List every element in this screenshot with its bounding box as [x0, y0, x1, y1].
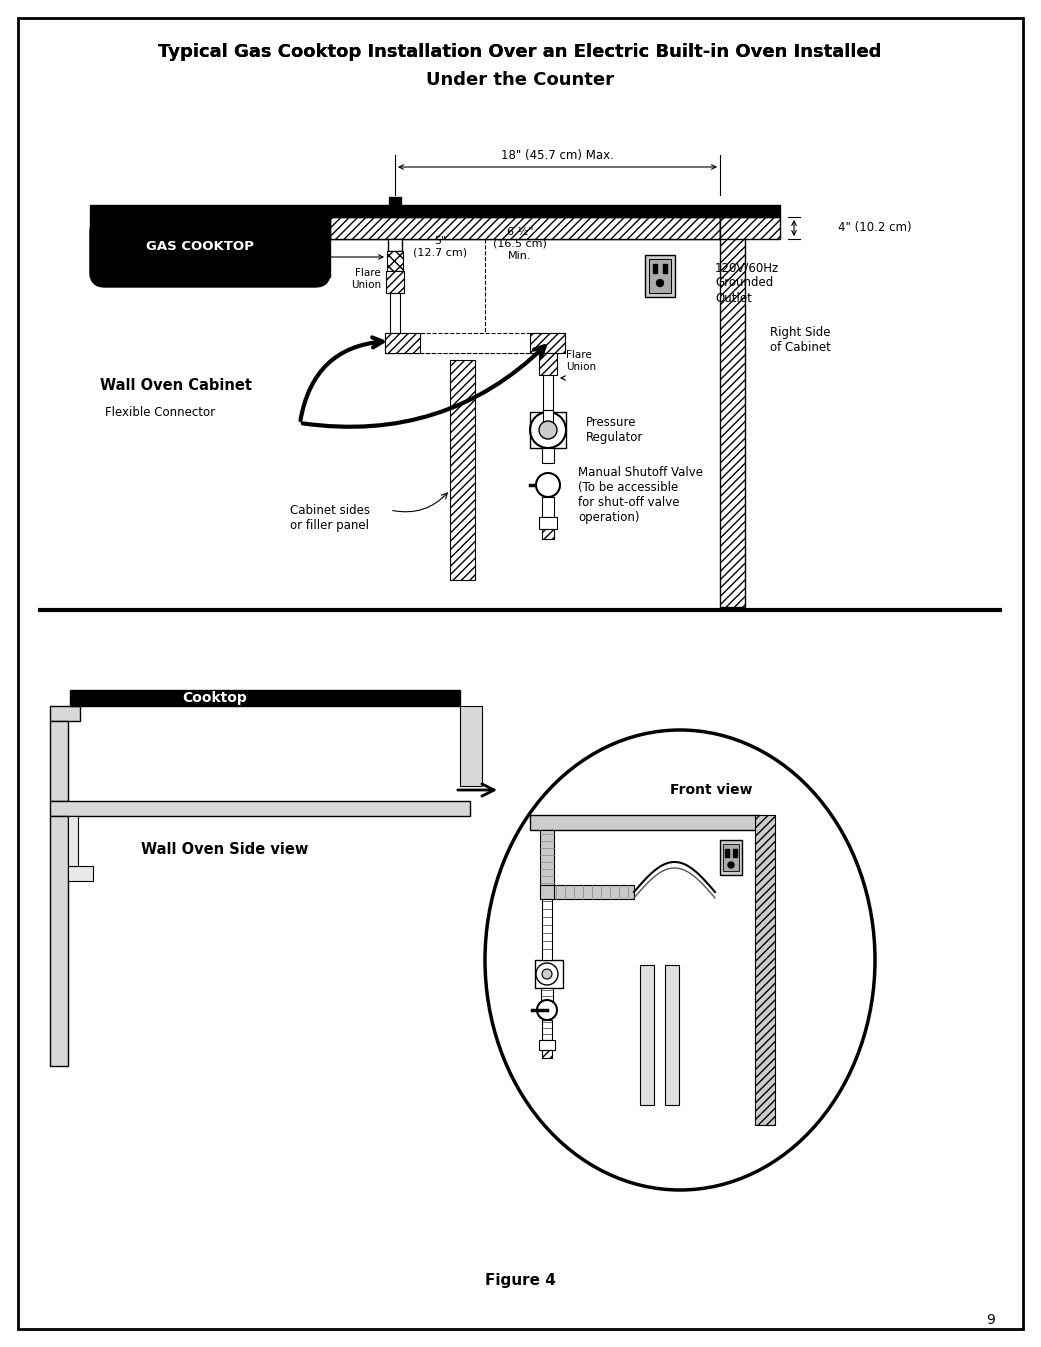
Text: Cabinet sides
or filler panel: Cabinet sides or filler panel: [290, 504, 370, 532]
Bar: [665, 964, 679, 1105]
Bar: [530, 815, 760, 830]
Bar: [50, 721, 68, 801]
Bar: [725, 849, 729, 857]
Bar: [70, 690, 460, 706]
Text: Manual Shutoff Valve
(To be accessible
for shut-off valve
operation): Manual Shutoff Valve (To be accessible f…: [578, 466, 703, 524]
Bar: [542, 449, 554, 463]
Bar: [540, 885, 560, 898]
Bar: [539, 353, 557, 374]
Bar: [542, 1020, 552, 1040]
Bar: [90, 217, 330, 277]
Bar: [720, 217, 780, 238]
Bar: [640, 964, 654, 1105]
Text: 18" (45.7 cm) Max.: 18" (45.7 cm) Max.: [501, 148, 613, 162]
Circle shape: [537, 999, 557, 1020]
Text: Typical Gas Cooktop Installation Over an Electric Built-in Oven Installed: Typical Gas Cooktop Installation Over an…: [158, 43, 882, 61]
Bar: [720, 841, 742, 876]
Bar: [539, 1040, 555, 1051]
Text: 6 ½"
(16.5 cm)
Min.: 6 ½" (16.5 cm) Min.: [493, 228, 547, 260]
Bar: [653, 264, 657, 273]
Bar: [68, 866, 93, 881]
Text: Under the Counter: Under the Counter: [426, 71, 614, 89]
Bar: [386, 271, 404, 294]
Text: Right Side
of Cabinet: Right Side of Cabinet: [769, 326, 831, 354]
Bar: [733, 849, 737, 857]
Bar: [385, 333, 565, 353]
Bar: [542, 529, 554, 539]
Bar: [460, 706, 482, 787]
Text: Flare
Union: Flare Union: [566, 350, 596, 372]
Bar: [663, 264, 667, 273]
Ellipse shape: [485, 730, 875, 1189]
Bar: [50, 801, 469, 816]
Bar: [542, 497, 554, 517]
Bar: [541, 987, 553, 1010]
Bar: [385, 333, 420, 353]
Bar: [50, 706, 80, 721]
Polygon shape: [389, 197, 401, 205]
Bar: [330, 217, 720, 238]
Text: Wall Oven Cabinet: Wall Oven Cabinet: [100, 377, 252, 392]
Bar: [542, 1051, 552, 1057]
Bar: [645, 255, 675, 296]
Bar: [387, 251, 403, 271]
Bar: [720, 217, 745, 607]
Circle shape: [536, 963, 558, 985]
Text: Front view: Front view: [670, 783, 753, 797]
Bar: [530, 333, 565, 353]
Bar: [539, 517, 557, 529]
Bar: [50, 816, 68, 1065]
Circle shape: [728, 862, 734, 867]
Bar: [388, 238, 402, 251]
Text: 9: 9: [986, 1313, 995, 1327]
Text: 4" (10.2 cm): 4" (10.2 cm): [838, 221, 912, 234]
Text: Cooktop: Cooktop: [182, 691, 248, 704]
Circle shape: [530, 412, 566, 449]
Bar: [68, 816, 78, 866]
Text: Pressure
Regulator: Pressure Regulator: [586, 416, 643, 445]
Bar: [535, 960, 563, 987]
Bar: [390, 294, 400, 333]
Bar: [389, 197, 401, 205]
Text: Flare
Union: Flare Union: [351, 268, 381, 290]
Bar: [542, 898, 552, 960]
Text: Flexible Connector: Flexible Connector: [105, 407, 215, 419]
Text: GAS COOKTOP: GAS COOKTOP: [146, 241, 254, 253]
Bar: [543, 409, 553, 430]
Bar: [90, 205, 780, 217]
Bar: [530, 412, 566, 449]
Bar: [450, 360, 475, 581]
Bar: [755, 815, 775, 1125]
Circle shape: [657, 279, 663, 287]
Bar: [540, 830, 554, 890]
Text: Typical Gas Cooktop Installation Over an Electric Built-in Oven Installed: Typical Gas Cooktop Installation Over an…: [158, 43, 882, 61]
Text: Figure 4: Figure 4: [484, 1273, 556, 1288]
Bar: [554, 885, 634, 898]
Text: 5"
(12.7 cm): 5" (12.7 cm): [413, 236, 467, 257]
Circle shape: [542, 968, 552, 979]
Circle shape: [536, 473, 560, 497]
Text: Manifold Pipe: Manifold Pipe: [176, 251, 255, 264]
Bar: [543, 374, 553, 409]
Text: Wall Oven Side view: Wall Oven Side view: [142, 842, 309, 858]
Text: 120V/60Hz
Grounded
Outlet: 120V/60Hz Grounded Outlet: [715, 261, 780, 304]
Circle shape: [539, 422, 557, 439]
Bar: [649, 259, 671, 294]
FancyBboxPatch shape: [90, 217, 330, 287]
Bar: [723, 845, 739, 872]
